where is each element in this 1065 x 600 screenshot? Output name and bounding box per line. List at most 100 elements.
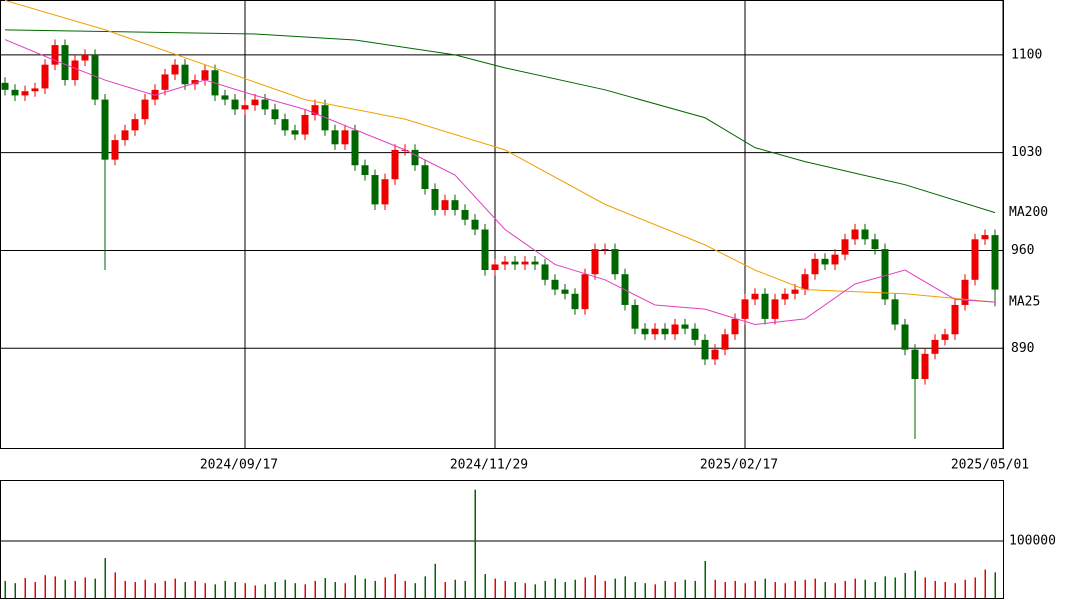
volume-bar — [974, 577, 976, 598]
volume-bar — [664, 580, 666, 598]
volume-bar — [874, 582, 876, 598]
candle-body — [241, 105, 249, 110]
volume-bar — [534, 584, 536, 598]
volume-bar — [494, 578, 496, 598]
volume-bar — [454, 579, 456, 598]
candle-body — [691, 328, 699, 340]
volume-bar — [904, 572, 906, 598]
volume-bar — [174, 578, 176, 598]
candle-body — [571, 293, 579, 310]
candle-body — [771, 299, 779, 319]
candle-body — [231, 99, 239, 110]
candle-body — [711, 349, 719, 360]
volume-bar — [264, 584, 266, 598]
volume-bar — [244, 583, 246, 598]
candle-body — [351, 130, 359, 166]
candle-body — [741, 299, 749, 319]
volume-bar — [584, 577, 586, 598]
candle-body — [991, 235, 999, 290]
candle-body — [191, 80, 199, 85]
candle-body — [61, 45, 69, 81]
volume-bar — [404, 580, 406, 598]
volume-bar — [924, 577, 926, 598]
candle-body — [731, 318, 739, 335]
candle-body — [481, 229, 489, 271]
y-tick-label: 1100 — [1011, 47, 1042, 62]
volume-bar — [704, 560, 706, 598]
candle-body — [331, 130, 339, 145]
volume-bar — [134, 582, 136, 598]
moving-average-line — [4, 39, 996, 326]
candle-body — [701, 339, 709, 360]
candle-body — [461, 209, 469, 220]
volume-bar — [514, 582, 516, 598]
candle-body — [801, 274, 809, 290]
candle-body — [951, 304, 959, 335]
candle-body — [261, 99, 269, 110]
volume-bar — [44, 575, 46, 598]
volume-bar — [74, 580, 76, 598]
volume-bar — [954, 583, 956, 598]
candle-body — [441, 200, 449, 210]
moving-average-label: MA25 — [1009, 295, 1040, 310]
x-tick-label: 2025/05/01 — [951, 458, 1029, 473]
volume-bar — [64, 579, 66, 598]
candle-body — [51, 45, 59, 65]
candle-body — [101, 99, 109, 160]
candle-body — [411, 149, 419, 166]
volume-bar — [734, 580, 736, 598]
volume-bar — [794, 580, 796, 598]
candle-body — [271, 109, 279, 120]
volume-bar — [604, 580, 606, 598]
candle-body — [561, 289, 569, 294]
volume-bar — [24, 578, 26, 598]
candle-body — [71, 60, 79, 81]
volume-bar — [384, 577, 386, 598]
candle-body — [611, 249, 619, 275]
x-tick-label: 2025/02/17 — [700, 458, 778, 473]
volume-bar — [714, 579, 716, 598]
price-frame — [0, 0, 1004, 449]
candle-body — [531, 261, 539, 265]
candle-body — [591, 249, 599, 275]
candle-body — [341, 130, 349, 145]
candle-body — [851, 229, 859, 240]
volume-bar — [824, 582, 826, 598]
volume-bar — [84, 577, 86, 598]
volume-bar — [814, 578, 816, 598]
volume-bar — [504, 580, 506, 598]
volume-bar — [654, 584, 656, 598]
y-tick-label: 1030 — [1011, 145, 1042, 160]
candle-body — [311, 105, 319, 115]
volume-bar — [944, 582, 946, 598]
candle-body — [941, 334, 949, 340]
volume-bar — [224, 580, 226, 598]
volume-bar — [554, 578, 556, 598]
candle-body — [1, 82, 9, 90]
candle-body — [151, 89, 159, 100]
candle-body — [971, 239, 979, 280]
volume-bar — [624, 576, 626, 598]
candle-body — [791, 289, 799, 294]
volume-bar — [424, 576, 426, 598]
volume-bar — [594, 575, 596, 598]
volume-bar — [354, 575, 356, 598]
candle-body — [451, 200, 459, 210]
volume-bar — [894, 577, 896, 598]
volume-bar — [374, 580, 376, 598]
moving-average-line — [4, 29, 996, 214]
volume-bar — [474, 489, 476, 598]
volume-bar — [884, 576, 886, 598]
candle-body — [721, 334, 729, 350]
volume-bar — [434, 563, 436, 598]
volume-bar — [694, 580, 696, 598]
volume-bar — [544, 580, 546, 598]
volume-bar — [804, 579, 806, 598]
volume-bar — [834, 583, 836, 598]
volume-bar — [144, 579, 146, 598]
candle-body — [901, 324, 909, 350]
volume-bar — [464, 580, 466, 598]
volume-bar — [324, 578, 326, 598]
candle-body — [91, 54, 99, 100]
